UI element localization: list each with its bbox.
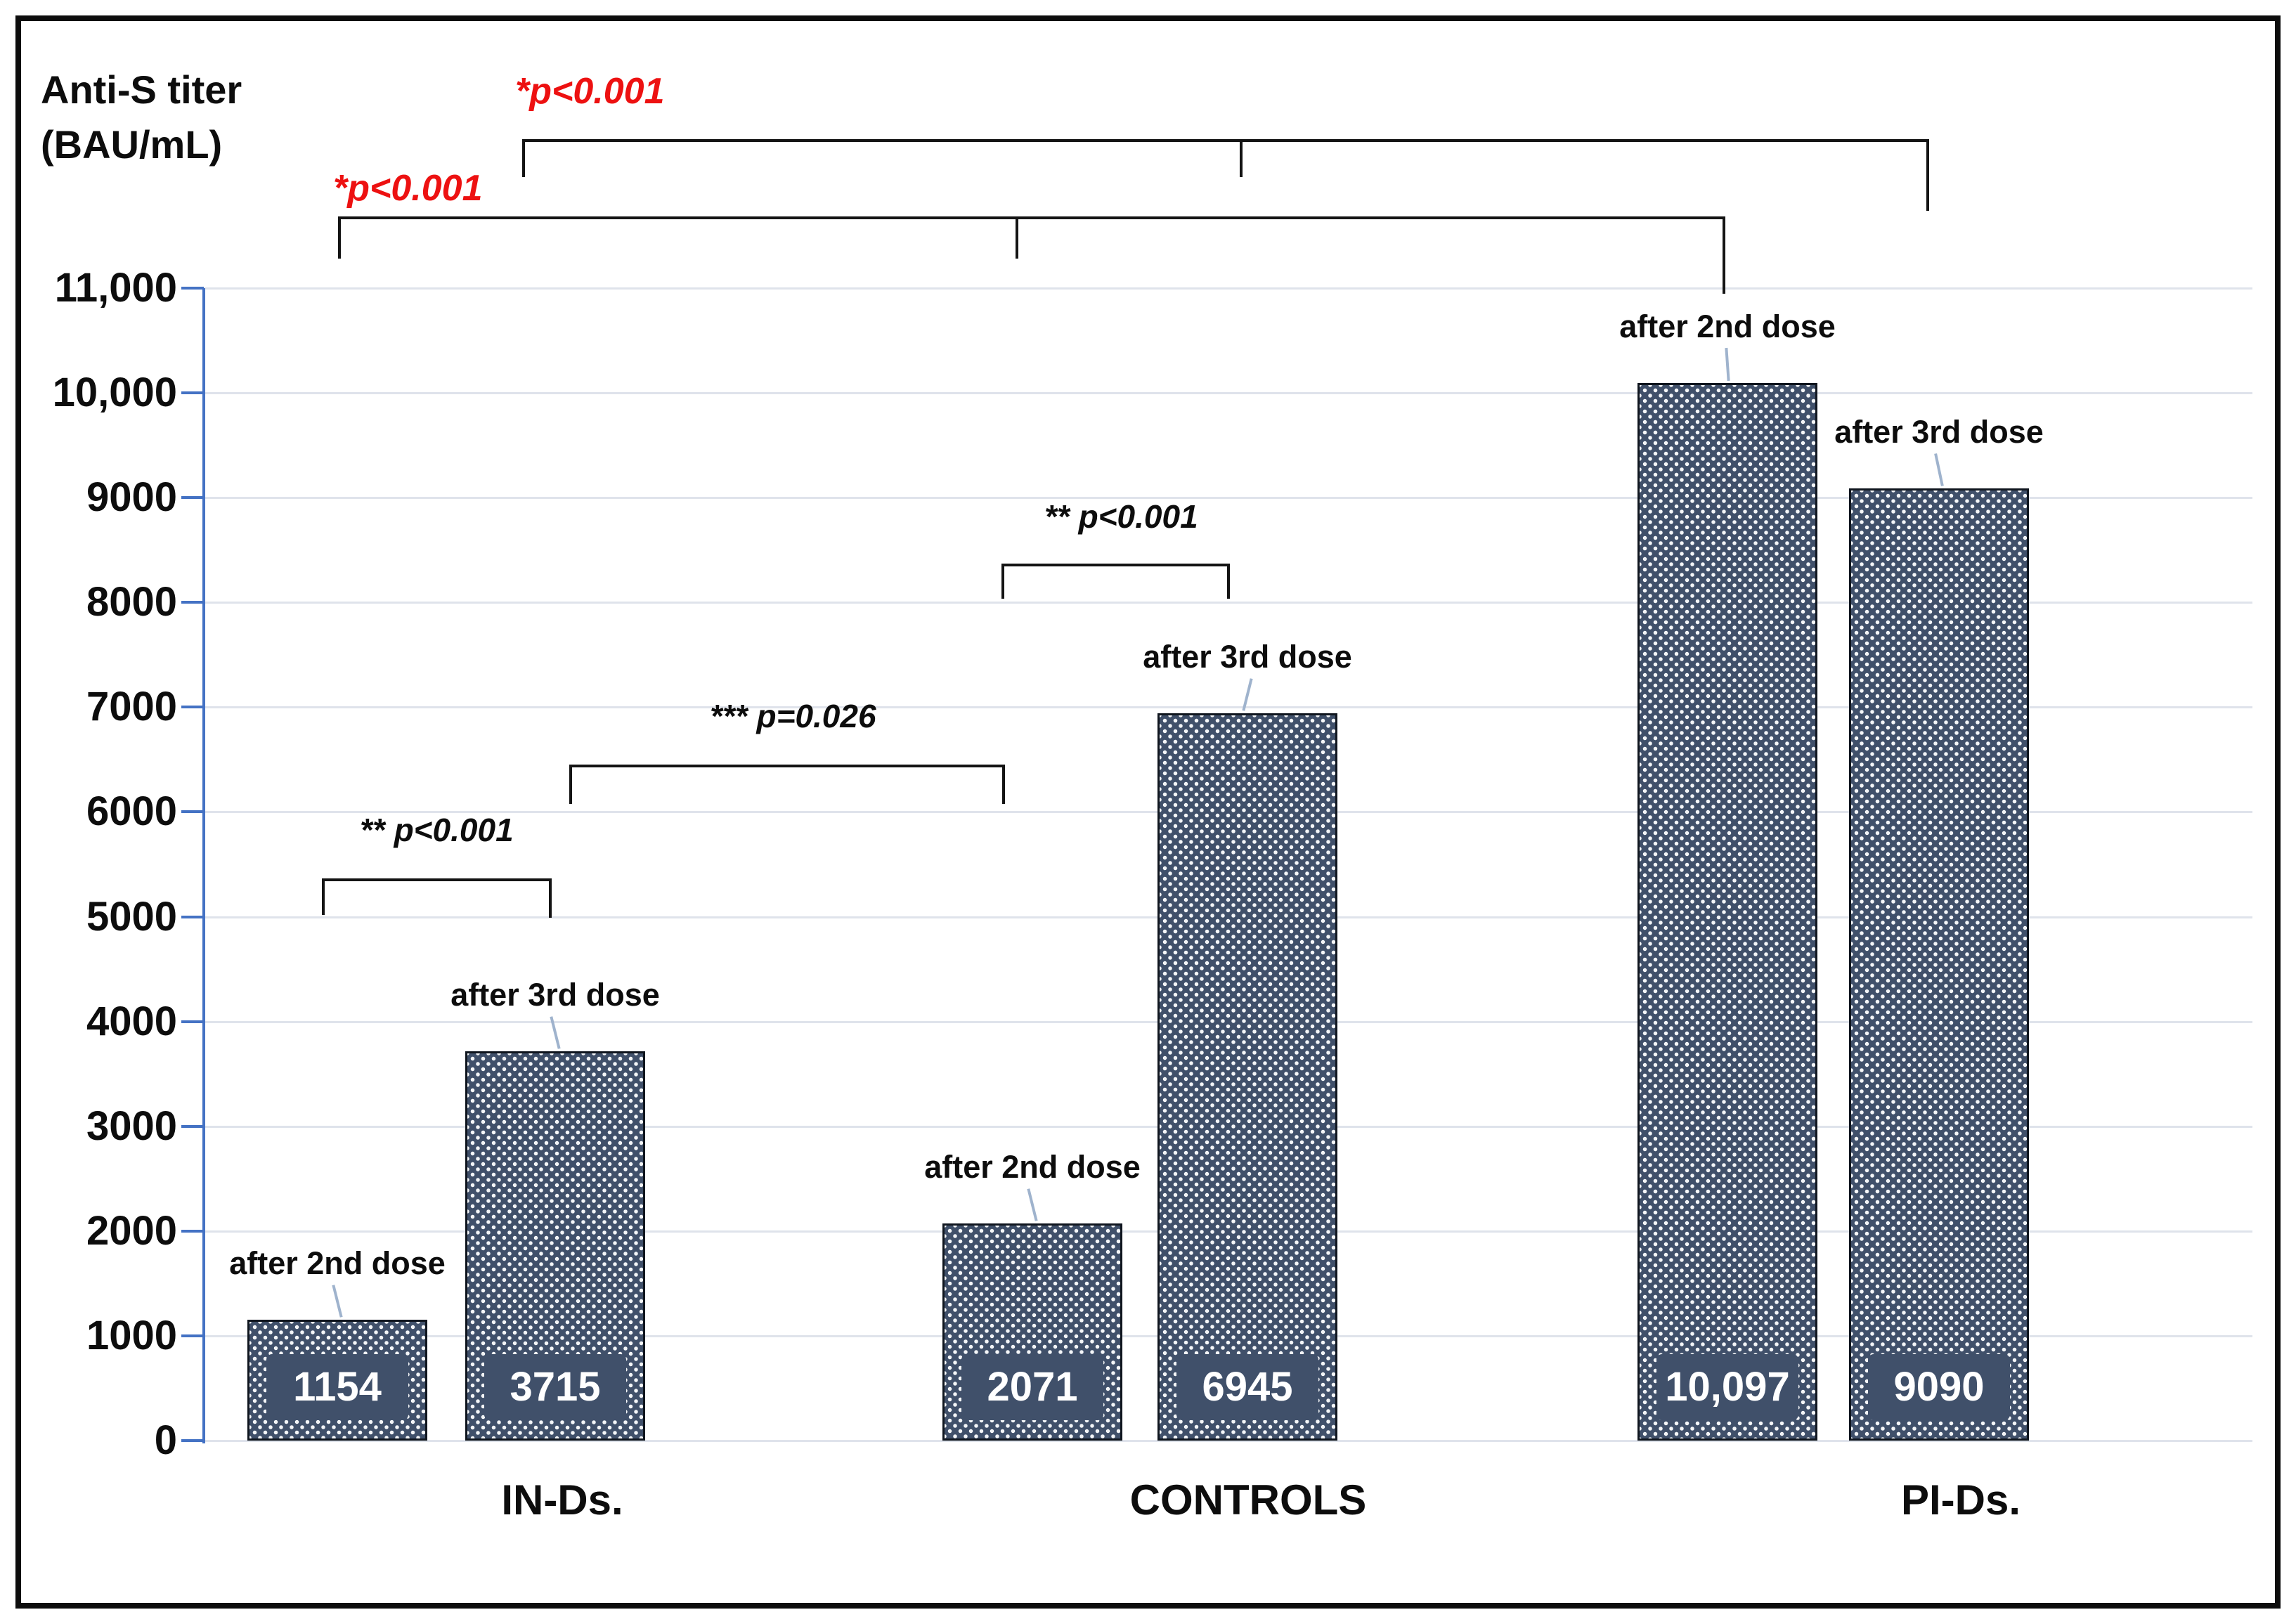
y-gridline	[204, 1440, 2252, 1442]
dose-label: after 2nd dose	[1619, 308, 1836, 344]
y-axis-label: 5000	[86, 893, 177, 940]
y-axis-tick	[181, 1229, 204, 1233]
bracket-line	[569, 765, 1005, 767]
bracket-tick	[1240, 139, 1243, 177]
dose-label: after 3rd dose	[1143, 638, 1352, 675]
bar: 9090	[1849, 488, 2029, 1441]
bar-value: 10,097	[1665, 1364, 1790, 1410]
bar: 1154	[247, 1319, 427, 1441]
bar-value-badge: 3715	[484, 1353, 626, 1420]
sig-label-controls-pair: ** p<0.001	[1044, 498, 1198, 535]
y-axis-label: 11,000	[54, 265, 177, 311]
y-axis-tick	[181, 391, 204, 395]
bar-value-badge: 10,097	[1656, 1353, 1798, 1420]
bar: 2071	[942, 1223, 1122, 1441]
y-axis-label: 1000	[86, 1312, 177, 1358]
bar: 3715	[465, 1051, 645, 1441]
bracket-line	[522, 139, 1929, 142]
bar-value: 2071	[987, 1364, 1078, 1410]
bracket-tick	[1926, 139, 1929, 211]
y-axis-tick	[181, 1020, 204, 1023]
dose-label: after 3rd dose	[450, 977, 660, 1013]
bracket-tick	[322, 878, 325, 915]
y-axis-label: 4000	[86, 998, 177, 1044]
bar-value-badge: 2071	[961, 1353, 1103, 1420]
y-axis-tick	[181, 601, 204, 604]
y-gridline	[204, 706, 2252, 709]
bracket-tick	[522, 139, 525, 177]
y-axis-tick	[181, 706, 204, 709]
y-axis-tick	[181, 810, 204, 814]
sig-label-red-3rd-dose: *p<0.001	[515, 71, 665, 112]
y-axis-label: 3000	[86, 1103, 177, 1149]
y-gridline	[204, 287, 2252, 290]
dose-label: after 3rd dose	[1834, 413, 2044, 450]
dose-label: after 2nd dose	[924, 1149, 1141, 1185]
bar: 10,097	[1637, 382, 1817, 1441]
bar-value-badge: 9090	[1868, 1353, 2010, 1420]
bar: 6945	[1157, 713, 1337, 1441]
y-axis-tick	[181, 1334, 204, 1337]
group-label: IN-Ds.	[501, 1476, 623, 1524]
bar-value: 9090	[1893, 1364, 1985, 1410]
y-axis-tick	[181, 915, 204, 918]
bracket-tick	[1227, 564, 1230, 599]
y-axis-tick	[181, 287, 204, 290]
group-label: CONTROLS	[1129, 1476, 1367, 1524]
group-label: PI-Ds.	[1900, 1476, 2021, 1524]
bracket-line	[322, 878, 552, 881]
y-gridline	[204, 497, 2252, 500]
sig-label-in-ds-pair: ** p<0.001	[360, 812, 514, 848]
sig-label-in-vs-controls: *** p=0.026	[710, 698, 876, 734]
bar-value-badge: 6945	[1176, 1353, 1318, 1420]
y-gridline	[204, 602, 2252, 604]
y-axis-label: 0	[154, 1417, 177, 1463]
y-axis-label: 9000	[86, 474, 177, 521]
bracket-tick	[1001, 564, 1004, 599]
bracket-tick	[338, 216, 341, 259]
bracket-line	[338, 216, 1725, 219]
axis-title-line1: Anti-S titer	[41, 67, 242, 112]
bracket-tick	[549, 878, 552, 918]
y-axis-line	[202, 288, 205, 1443]
sig-label-red-2nd-dose: *p<0.001	[333, 168, 483, 209]
bracket-tick	[569, 765, 572, 804]
y-axis-tick	[181, 1124, 204, 1128]
y-axis-label: 8000	[86, 579, 177, 625]
bracket-tick	[1016, 216, 1018, 259]
bracket-line	[1001, 564, 1230, 566]
bar-value: 1154	[293, 1364, 382, 1410]
bar-value-badge: 1154	[266, 1353, 408, 1420]
y-gridline	[204, 392, 2252, 395]
bracket-tick	[1723, 216, 1725, 294]
y-axis-label: 10,000	[52, 370, 177, 416]
y-axis-label: 6000	[86, 788, 177, 835]
dose-label: after 2nd dose	[229, 1245, 446, 1281]
bar-value: 3715	[510, 1364, 601, 1410]
y-axis-tick	[181, 1439, 204, 1442]
y-axis-label: 7000	[86, 684, 177, 730]
axis-title-line2: (BAU/mL)	[41, 122, 223, 167]
bracket-tick	[1002, 765, 1005, 804]
chart-frame	[15, 15, 2281, 1609]
y-axis-tick	[181, 496, 204, 500]
bar-value: 6945	[1202, 1364, 1293, 1410]
y-axis-label: 2000	[86, 1207, 177, 1254]
